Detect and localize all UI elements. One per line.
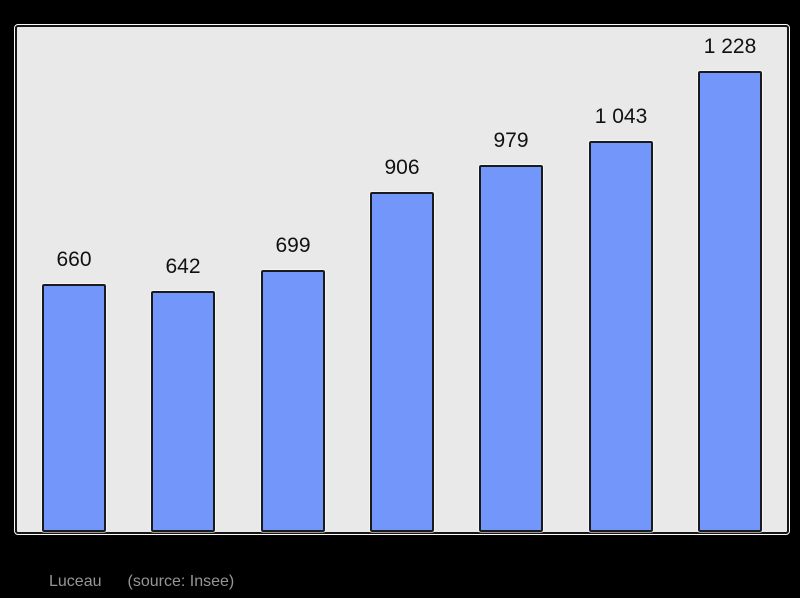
bar <box>588 140 654 533</box>
bar-value-label: 906 <box>384 155 420 179</box>
bar-group-4: 906 <box>369 155 435 533</box>
bar-group-7: 1 228 <box>697 34 763 533</box>
bar-group-1: 660 <box>41 247 107 533</box>
bar <box>260 269 326 533</box>
bar-value-label: 699 <box>275 233 311 257</box>
bar-group-6: 1 043 <box>588 104 654 533</box>
bar-value-label: 642 <box>165 254 201 278</box>
bar-group-2: 642 <box>150 254 216 533</box>
bar <box>41 283 107 533</box>
bar-value-label: 660 <box>56 247 92 271</box>
bar-value-label: 1 228 <box>703 34 757 58</box>
bar <box>697 70 763 533</box>
bar-value-label: 1 043 <box>594 104 648 128</box>
bar <box>478 164 544 533</box>
chart-plot-area: 660 642 699 906 979 1 043 1 228 <box>14 24 790 535</box>
bar <box>150 290 216 533</box>
bar-group-5: 979 <box>478 128 544 533</box>
caption-commune-name: Luceau <box>49 573 102 590</box>
caption-source: (source: Insee) <box>127 573 235 590</box>
bar-value-label: 979 <box>493 128 529 152</box>
bar <box>369 191 435 533</box>
chart-caption: Luceau (source: Insee) <box>49 573 234 591</box>
bar-group-3: 699 <box>260 233 326 533</box>
